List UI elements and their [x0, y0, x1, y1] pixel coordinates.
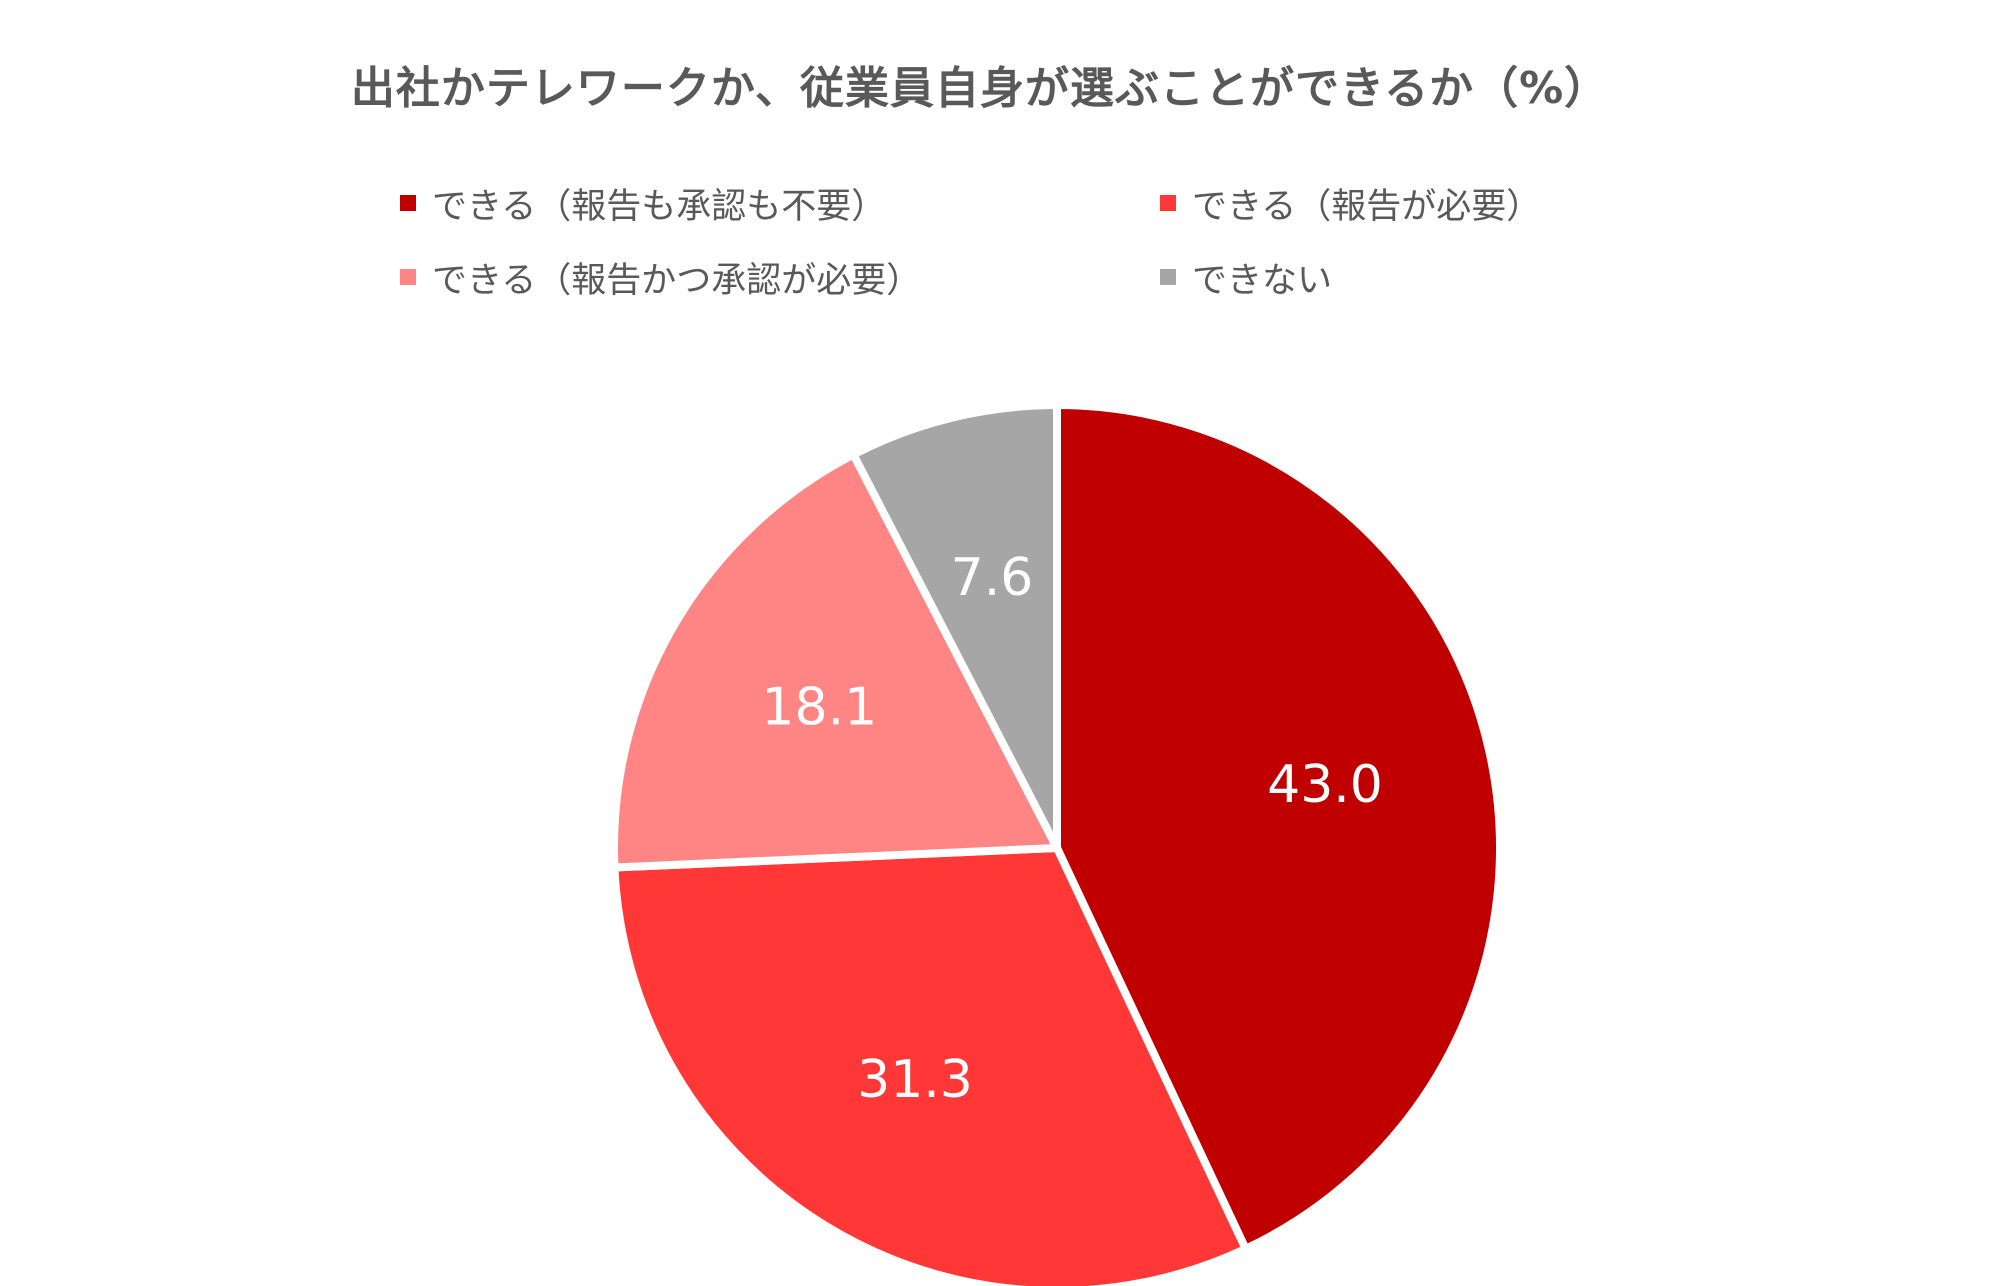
- data-label-1: 43.0: [1267, 755, 1383, 815]
- pie-slice-1: [1053, 401, 1504, 1253]
- legend-label: できる（報告かつ承認が必要）: [432, 260, 922, 301]
- legend-label: できない: [1192, 260, 1333, 301]
- legend-swatch: [400, 269, 416, 285]
- data-label-3: 18.1: [761, 677, 877, 737]
- legend-swatch: [1160, 269, 1176, 285]
- chart-title: 出社かテレワークか、従業員自身が選ぶことができるか（%）: [350, 63, 1610, 114]
- legend-item: できない: [1160, 252, 1332, 302]
- legend-label: できる（報告も承認も不要）: [432, 186, 887, 227]
- data-label-2: 31.3: [857, 1050, 973, 1110]
- legend-label: できる（報告が必要）: [1192, 186, 1542, 227]
- legend-swatch: [1160, 195, 1176, 211]
- data-label-4: 7.6: [951, 548, 1034, 608]
- legend-item: できる（報告も承認も不要）: [400, 178, 886, 228]
- legend: できる（報告も承認も不要） できる（報告が必要） できる（報告かつ承認が必要） …: [400, 178, 1600, 308]
- pie-slice-2: [610, 844, 1250, 1286]
- legend-item: できる（報告かつ承認が必要）: [400, 252, 921, 302]
- pie-slice-4: [849, 401, 1061, 852]
- pie-slice-3: [610, 450, 1061, 872]
- legend-item: できる（報告が必要）: [1160, 178, 1541, 228]
- legend-swatch: [400, 195, 416, 211]
